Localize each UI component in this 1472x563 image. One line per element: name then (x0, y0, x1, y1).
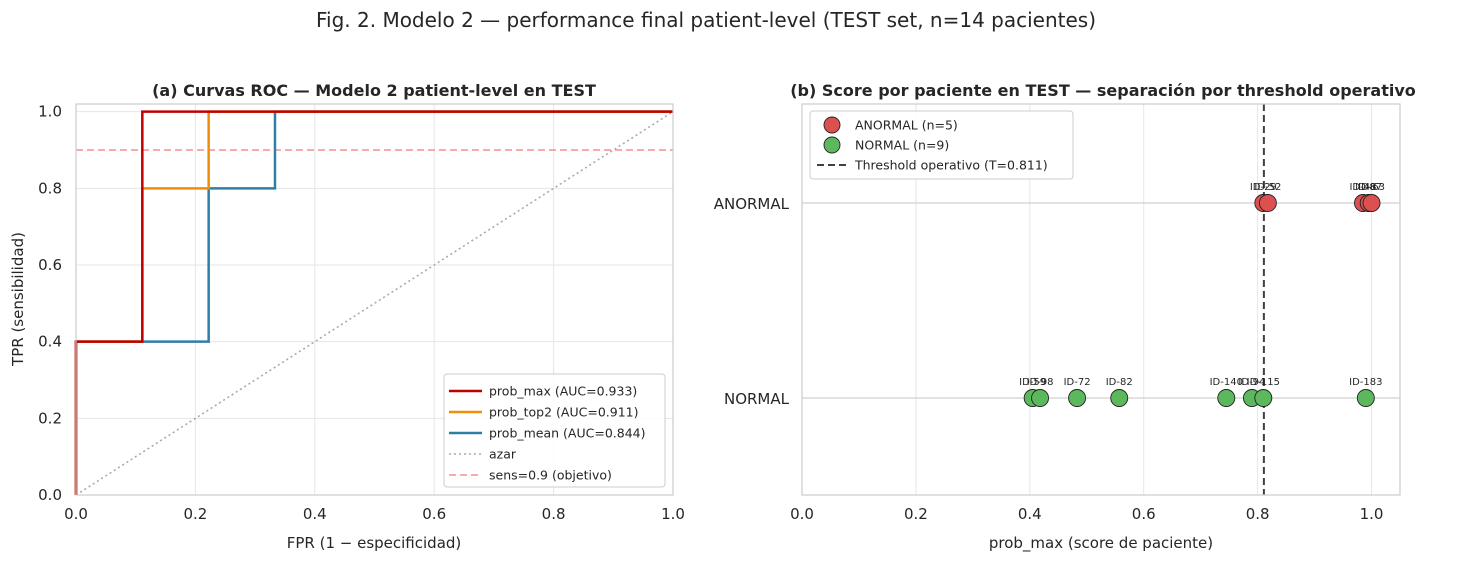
figure-title: Fig. 2. Modelo 2 — performance final pat… (316, 8, 1096, 32)
score-point-label: ID-52 (1254, 182, 1281, 193)
score-legend-marker (823, 136, 841, 154)
roc-y-tick-label: 0.4 (38, 333, 62, 351)
score-point-normal (1068, 389, 1087, 407)
roc-legend: prob_max (AUC=0.933) prob_top2 (AUC=0.911… (443, 373, 666, 488)
score-plot-frame (801, 103, 1401, 496)
score-point-normal (1356, 389, 1375, 407)
score-point-label: ID-87 (1355, 182, 1382, 193)
score-point-anormal (1258, 194, 1277, 212)
roc-y-tick-label: 0.8 (38, 179, 62, 197)
score-legend-marker (823, 116, 841, 134)
roc-y-tick-label: 0.6 (38, 256, 62, 274)
roc-legend-label: azar (489, 447, 517, 462)
score-point-label: ID-82 (1106, 377, 1133, 388)
score-x-tick-label: 0.0 (790, 505, 814, 523)
roc-legend-label: prob_mean (AUC=0.844) (489, 426, 646, 441)
score-legend-label: Threshold operativo (T=0.811) (854, 158, 1048, 173)
roc-x-axis-label: FPR (1 − especificidad) (287, 534, 462, 552)
roc-legend-label: sens=0.9 (objetivo) (489, 468, 612, 483)
score-x-tick-label: 1.0 (1360, 505, 1384, 523)
score-point-normal (1254, 389, 1273, 407)
roc-panel-title: (a) Curvas ROC — Modelo 2 patient-level … (152, 81, 596, 100)
roc-x-tick-label: 0.4 (303, 505, 327, 523)
roc-plot-frame (75, 103, 674, 496)
score-x-axis-label: prob_max (score de paciente) (989, 534, 1213, 553)
roc-x-tick-label: 0.0 (64, 505, 88, 523)
roc-legend-box (443, 373, 666, 488)
score-category-label: ANORMAL (714, 195, 790, 213)
score-tick-labels: 0.0 0.2 0.4 0.6 0.8 1.0 NORMAL ANORMAL (714, 195, 1384, 523)
score-point-label: ID-72 (1064, 377, 1091, 388)
roc-x-tick-label: 0.2 (183, 505, 207, 523)
score-point-label: ID-63 (1358, 182, 1385, 193)
score-point-label: ID-98 (1027, 377, 1054, 388)
score-point-normal (1031, 389, 1050, 407)
roc-tick-labels: 0.0 0.2 0.4 0.6 0.8 1.0 0.0 0.2 0.4 0.6 0.8 1.0 (38, 103, 685, 523)
score-point-label: ID-29 (1250, 182, 1277, 193)
roc-panel: (a) Curvas ROC — Modelo 2 patient-level … (9, 81, 685, 552)
score-x-tick-label: 0.6 (1132, 505, 1156, 523)
roc-x-tick-label: 0.8 (542, 505, 566, 523)
score-x-tick-label: 0.2 (904, 505, 928, 523)
score-point-anormal (1362, 194, 1381, 212)
roc-y-tick-label: 0.0 (38, 486, 62, 504)
score-legend-label: ANORMAL (n=5) (855, 118, 958, 133)
roc-y-axis-label: TPR (sensibilidad) (9, 232, 27, 367)
roc-legend-label: prob_top2 (AUC=0.911) (489, 405, 638, 420)
score-point-normal (1110, 389, 1129, 407)
roc-x-tick-label: 0.6 (422, 505, 446, 523)
score-panel-title: (b) Score por paciente en TEST — separac… (790, 81, 1416, 100)
roc-legend-label: prob_max (AUC=0.933) (489, 384, 637, 399)
score-point-label: ID-140 (1210, 377, 1243, 388)
roc-x-tick-label: 1.0 (661, 505, 685, 523)
roc-series-azar-line (75, 110, 674, 496)
score-point-label: ID-94 (1238, 377, 1265, 388)
score-legend-box (809, 110, 1074, 180)
roc-y-tick-label: 1.0 (38, 103, 62, 121)
score-legend: ANORMAL (n=5) NORMAL (n=9) Threshold opera… (809, 110, 1074, 180)
score-point-label: ID-115 (1247, 377, 1280, 388)
score-point-label: ID-48 (1349, 182, 1376, 193)
roc-y-tick-label: 0.2 (38, 409, 62, 427)
score-point-label: ID-59 (1019, 377, 1046, 388)
score-category-label: NORMAL (724, 390, 790, 408)
score-x-tick-label: 0.4 (1018, 505, 1042, 523)
score-point-label: ID-183 (1349, 377, 1382, 388)
score-panel: (b) Score por paciente en TEST — separac… (714, 81, 1416, 553)
score-point-normal (1217, 389, 1236, 407)
score-x-tick-label: 0.8 (1246, 505, 1270, 523)
score-legend-label: NORMAL (n=9) (855, 138, 949, 153)
